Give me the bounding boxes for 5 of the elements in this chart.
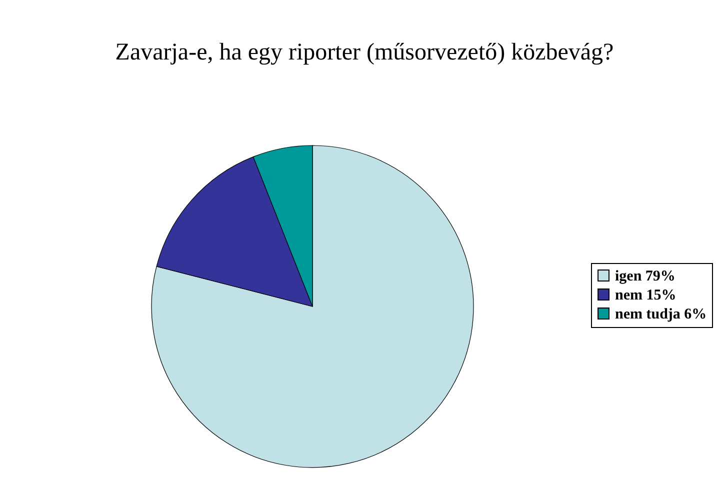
legend-label: igen 79%: [615, 268, 676, 284]
pie-slice: [151, 145, 474, 468]
legend-label: nem 15%: [615, 288, 676, 304]
chart-title: Zavarja-e, ha egy riporter (műsorvezető) közbevág?: [115, 39, 614, 66]
legend-label: nem tudja 6%: [615, 306, 707, 322]
